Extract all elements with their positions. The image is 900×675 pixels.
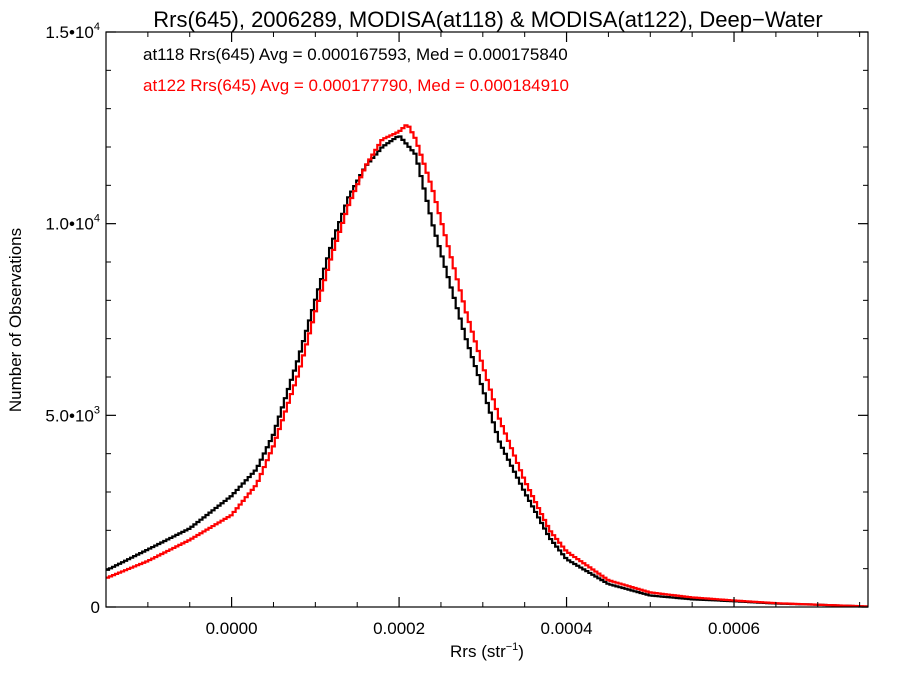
y-tick-label-0: 0 bbox=[91, 598, 100, 617]
series-layer bbox=[106, 124, 868, 608]
series-line-1 bbox=[106, 124, 868, 608]
x-tick-label-2: 0.0004 bbox=[541, 619, 593, 638]
legend-entry-at122: at122 Rrs(645) Avg = 0.000177790, Med = … bbox=[143, 76, 569, 95]
y-tick-label-1: 5.0•103 bbox=[45, 404, 100, 425]
plot-frame bbox=[105, 31, 869, 608]
legend-entry-at118: at118 Rrs(645) Avg = 0.000167593, Med = … bbox=[143, 45, 568, 64]
x-tick-label-1: 0.0002 bbox=[373, 619, 425, 638]
y-tick-label-3: 1.5•104 bbox=[45, 21, 100, 42]
chart-title: Rrs(645), 2006289, MODISA(at118) & MODIS… bbox=[153, 7, 822, 32]
tick-layer: 0.0000 0.0002 0.0004 0.0006 0 5.0•103 1.0•104 1… bbox=[45, 21, 868, 638]
x-axis-label: Rrs (str−1) bbox=[450, 641, 524, 661]
x-tick-label-3: 0.0006 bbox=[708, 619, 760, 638]
x-tick-label-0: 0.0000 bbox=[206, 619, 258, 638]
y-axis-label: Number of Observations bbox=[6, 228, 25, 412]
y-tick-label-2: 1.0•104 bbox=[45, 213, 100, 234]
